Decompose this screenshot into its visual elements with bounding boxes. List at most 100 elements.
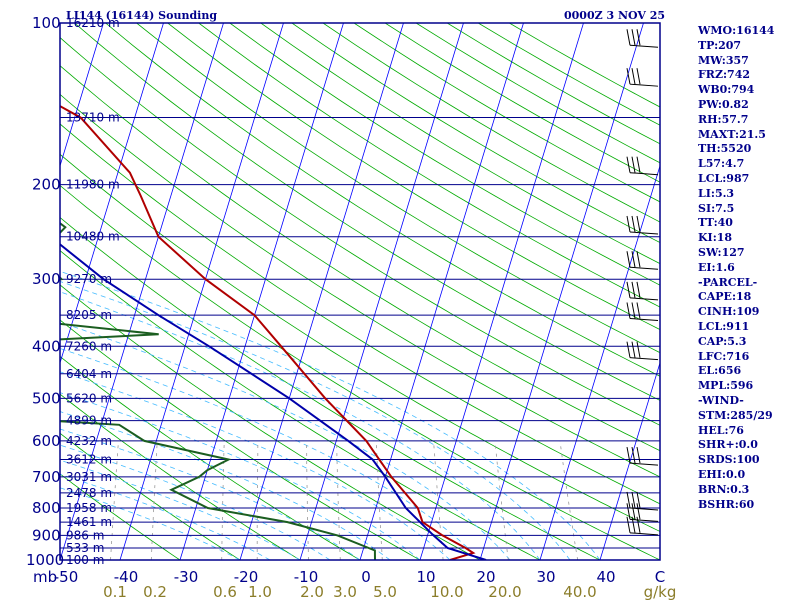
wind-barb-flag (626, 503, 631, 520)
height-label: 8205 m (66, 308, 112, 322)
wind-barb-flag (636, 341, 641, 358)
isotherm (179, 23, 344, 560)
isotherm (599, 361, 660, 560)
moist-adiabat (60, 281, 571, 560)
index-item: MPL:596 (698, 379, 754, 393)
pressure-label: 600 (32, 432, 61, 450)
dry-adiabat (60, 65, 660, 452)
mixing-ratio-line (306, 440, 309, 560)
wind-barb-flag (636, 281, 641, 298)
isotherm (419, 23, 584, 560)
index-item: LCL:987 (698, 171, 750, 185)
mixing-ratio-label: 10.0 (430, 583, 463, 600)
height-label: 13710 m (66, 111, 120, 125)
index-item: WB0:794 (698, 83, 755, 97)
dewpoint-profile (60, 222, 376, 560)
wind-barb-flag (626, 516, 631, 533)
pressure-label: 500 (32, 389, 61, 407)
index-item: SHR+:0.0 (698, 438, 758, 452)
index-item: EHI:0.0 (698, 467, 746, 481)
wind-barb-flag (631, 29, 636, 46)
index-item: TT:40 (698, 216, 733, 230)
temperature-tick: -10 (294, 568, 319, 586)
moist-adiabat (60, 487, 241, 560)
wind-barb-flag (631, 491, 636, 509)
height-label: 5620 m (66, 391, 112, 405)
isotherm (60, 23, 104, 168)
wind-barb (629, 532, 659, 536)
moist-adiabat (60, 321, 511, 560)
wind-barb-flag (626, 215, 631, 233)
height-label: 4899 m (66, 414, 112, 428)
wind-barb-flag (631, 68, 636, 85)
height-label: 4232 m (66, 434, 112, 448)
wind-barb (629, 518, 659, 522)
wind-barb (629, 317, 659, 321)
height-label: 6404 m (66, 367, 112, 381)
temperature-profile (60, 105, 476, 560)
height-label: 3031 m (66, 470, 112, 484)
mixing-ratio-label: 1.0 (248, 583, 272, 600)
dry-adiabat (105, 23, 660, 377)
temperature-tick: 0 (361, 568, 371, 586)
wind-barb-flag (636, 215, 641, 233)
index-item: PW:0.82 (698, 97, 749, 111)
wind-barb-flag (631, 447, 636, 464)
temperature-tick: -30 (174, 568, 199, 586)
index-item: MW:357 (698, 53, 749, 67)
dry-adiabat (60, 37, 660, 426)
index-item: LFC:716 (698, 349, 750, 363)
mixing-ratio-line (494, 440, 509, 560)
isotherm (239, 23, 404, 560)
pressure-label: 100 (32, 14, 61, 32)
sounding-time: 0000Z 3 NOV 25 (564, 9, 666, 22)
wind-barb (629, 266, 659, 270)
index-item: -WIND- (698, 393, 744, 407)
plot-frame (59, 22, 661, 561)
mixing-ratio-line (221, 440, 225, 560)
wind-barb-flag (631, 341, 636, 358)
moist-adiabat (60, 291, 541, 560)
pressure-axis-label: mb (33, 568, 57, 586)
wind-barb-flag (626, 156, 631, 173)
pressure-label: 400 (32, 337, 61, 355)
wind-barb-flag (626, 251, 631, 268)
moist-adiabat (60, 459, 301, 560)
wind-barb-flag (636, 516, 641, 533)
mixing-ratio-label: 5.0 (373, 583, 397, 600)
wind-barb-flag (631, 516, 636, 533)
wind-barb (629, 297, 659, 301)
temperature-tick: -20 (234, 568, 259, 586)
index-item: BRN:0.3 (698, 482, 750, 496)
wind-barb (629, 83, 659, 87)
mixing-ratio-label: 20.0 (488, 583, 521, 600)
wind-barb-flag (631, 251, 636, 268)
temperature-tick: 10 (416, 568, 435, 586)
wind-barb-flag (636, 251, 641, 268)
moist-adiabat (60, 411, 391, 560)
wind-barb-flag (626, 447, 631, 464)
height-label: 9270 m (66, 272, 112, 286)
wind-barb-flag (636, 156, 641, 173)
wind-barb-flag (636, 29, 641, 46)
station-title: LI144 (16144) Sounding (66, 9, 218, 22)
wind-barb-flag (626, 29, 631, 46)
wind-barbs (626, 29, 659, 536)
mixing-ratio-label: 2.0 (300, 583, 324, 600)
mixing-ratio-label: 0.1 (103, 583, 127, 600)
temperature-tick: 20 (476, 568, 495, 586)
wind-barb (629, 172, 659, 176)
wind-barb-flag (636, 447, 641, 464)
moist-adiabat (60, 270, 601, 560)
index-item: -PARCEL- (698, 275, 758, 289)
pressure-label: 900 (32, 526, 61, 544)
mixing-ratio-line (110, 440, 119, 560)
wind-barb (629, 44, 659, 48)
isotherm (299, 23, 464, 560)
mixing-ratio-line (150, 440, 158, 560)
temperature-tick: -40 (114, 568, 139, 586)
index-item: CAPE:18 (698, 290, 752, 304)
wind-barb-flag (626, 68, 631, 85)
mixing-ratio-label: 0.6 (213, 583, 237, 600)
